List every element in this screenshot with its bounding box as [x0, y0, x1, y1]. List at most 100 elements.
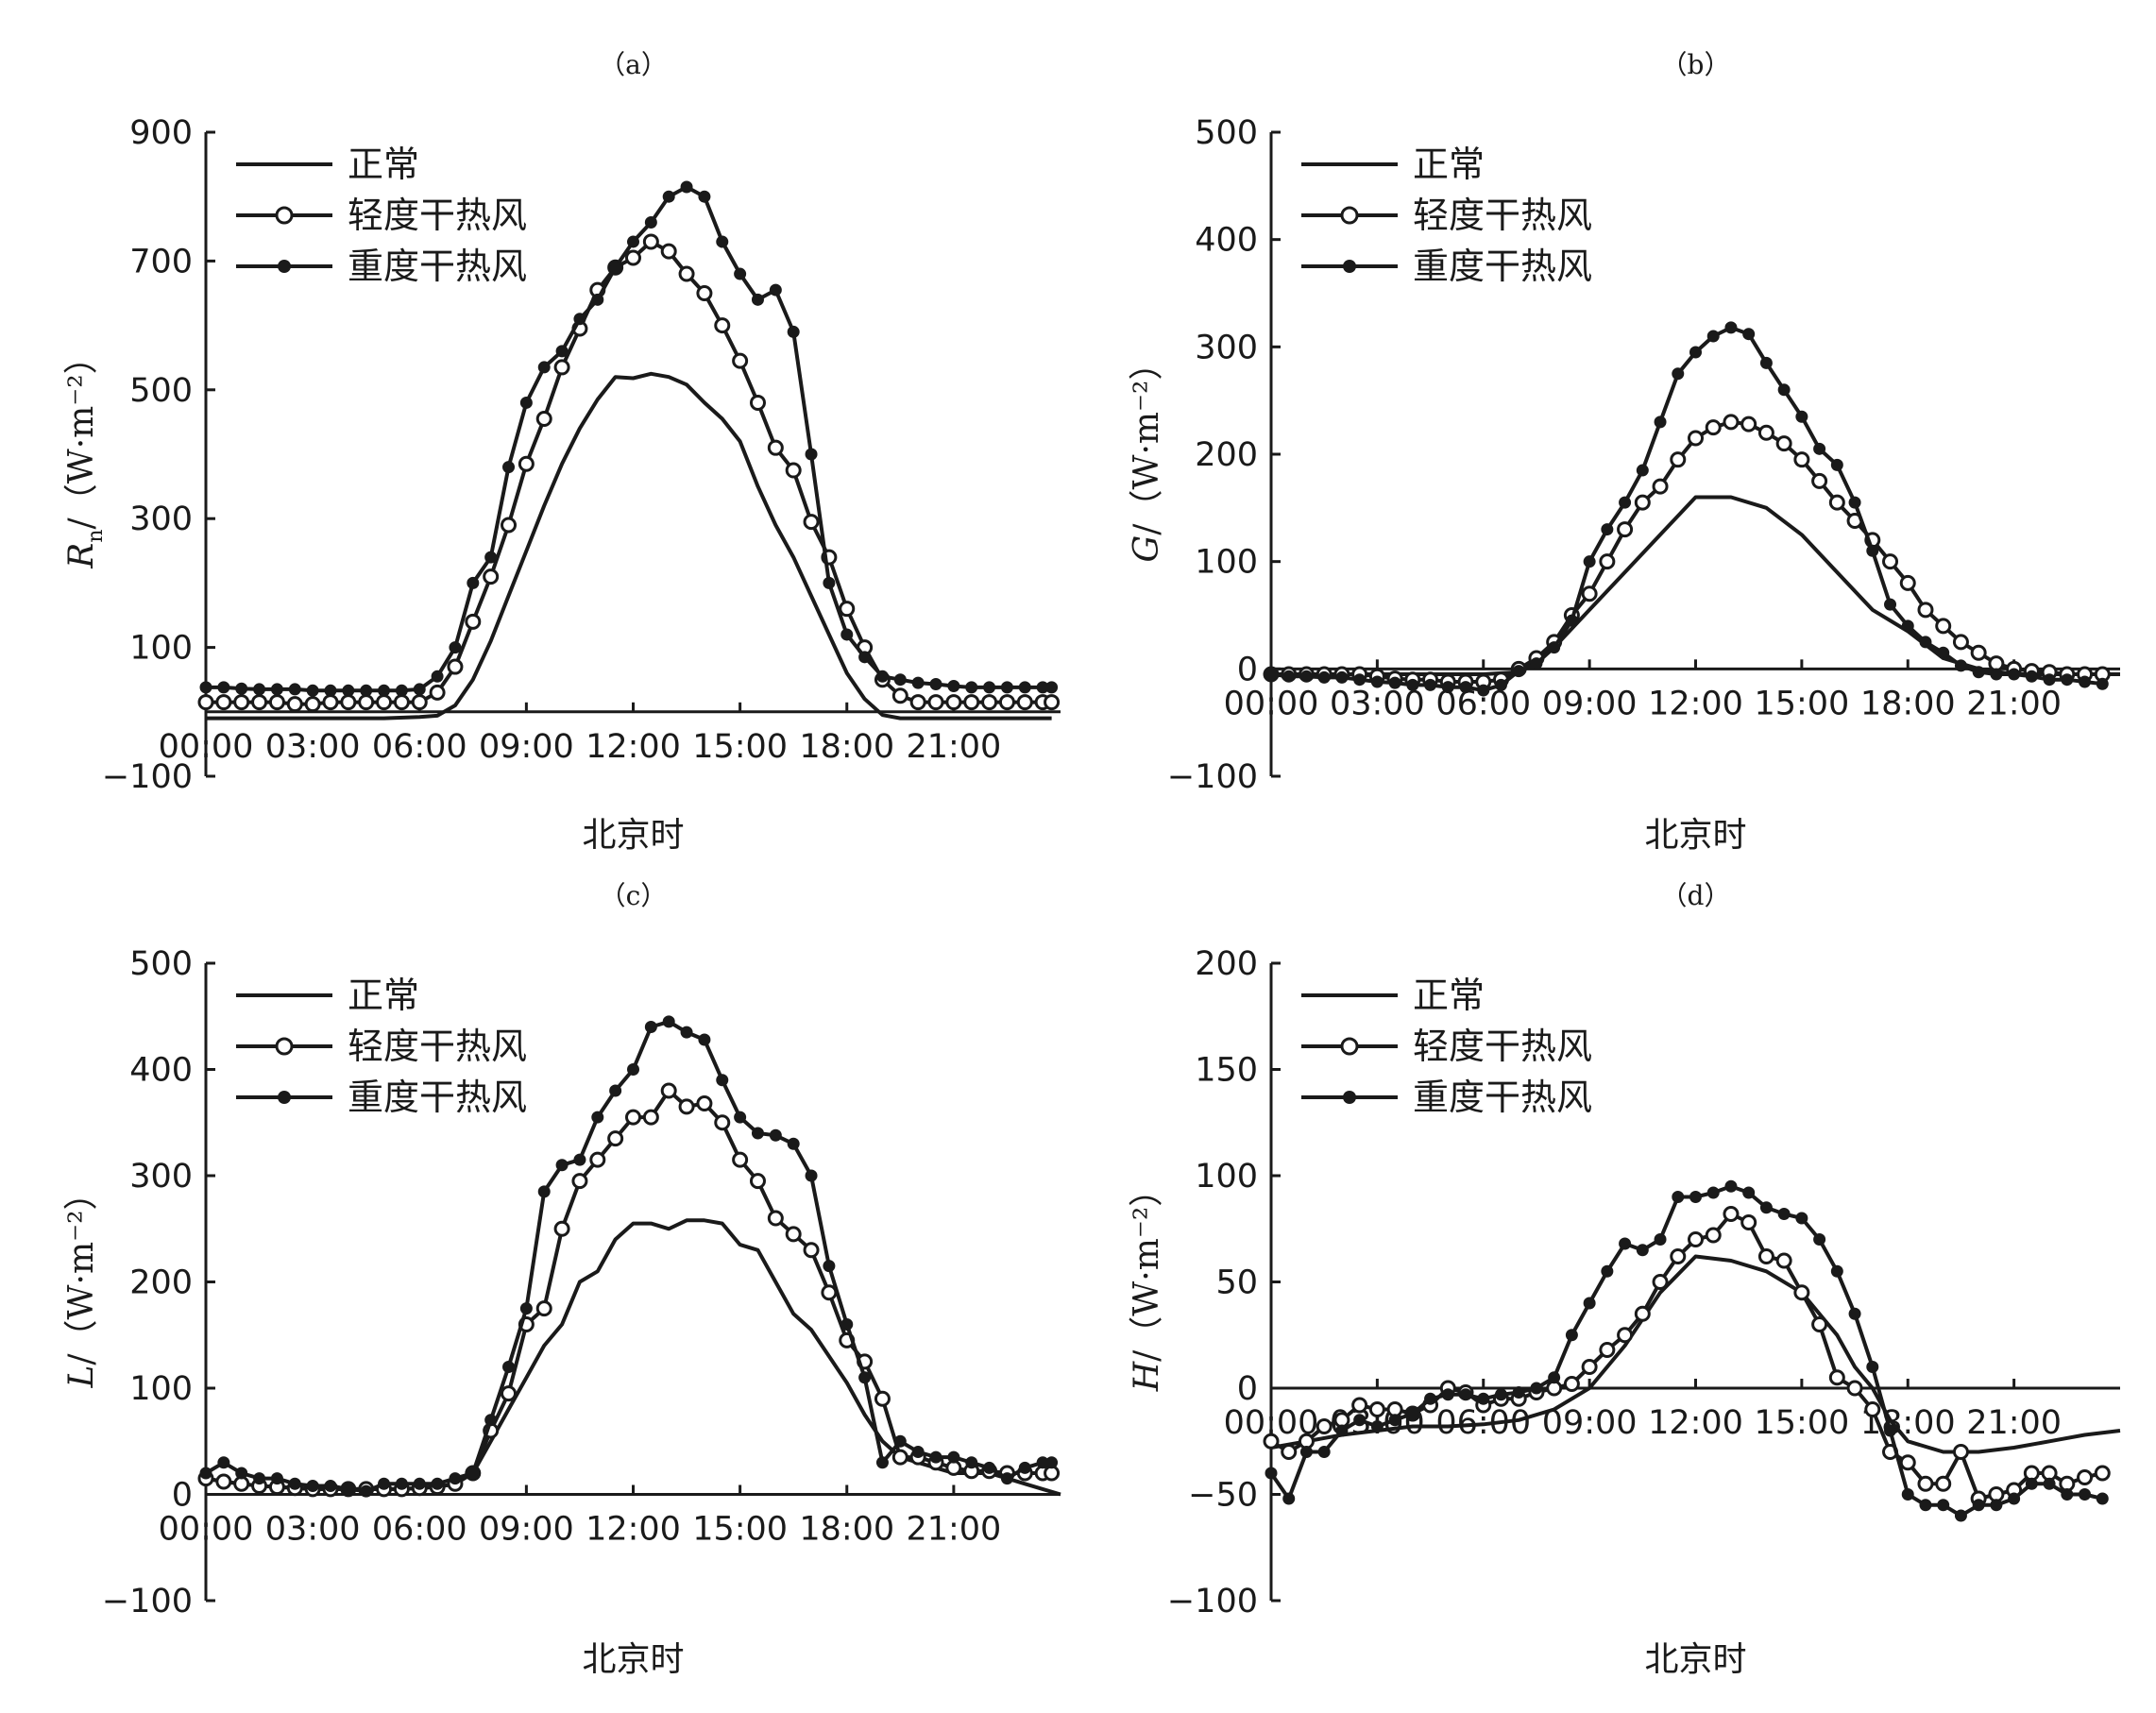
- marker-open: [1757, 424, 1774, 441]
- marker-filled: [662, 1015, 675, 1028]
- marker-open: [535, 1300, 552, 1317]
- marker-filled: [342, 684, 355, 697]
- marker-filled: [253, 683, 266, 696]
- marker-filled: [1477, 684, 1490, 697]
- x-tick-label: 15:00: [692, 1511, 788, 1549]
- marker-filled: [1884, 1424, 1897, 1437]
- marker-filled: [1459, 681, 1472, 694]
- y-tick-label: 150: [1195, 1052, 1258, 1090]
- x-tick-label: 03:00: [265, 728, 361, 766]
- y-axis-title: G/（W·m⁻²）: [1128, 347, 1166, 563]
- y-tick-label: 500: [1195, 114, 1258, 152]
- marker-filled: [983, 681, 996, 694]
- marker-open: [909, 694, 926, 711]
- marker-open: [1670, 1248, 1687, 1264]
- marker-filled: [1583, 555, 1596, 568]
- marker-open: [1811, 1316, 1828, 1332]
- marker-filled: [591, 1111, 604, 1124]
- y-tick-label: 0: [1237, 651, 1258, 688]
- y-axis-var: G: [1128, 535, 1166, 563]
- marker-open: [1634, 1305, 1651, 1322]
- panel-label: （c）: [600, 880, 668, 911]
- y-tick-label: −100: [102, 1583, 193, 1620]
- marker-filled: [858, 1371, 872, 1384]
- marker-filled: [2043, 673, 2056, 687]
- y-axis-title: L/（W·m⁻²）: [62, 1176, 101, 1388]
- marker-filled: [1335, 1424, 1349, 1437]
- marker-open: [625, 1109, 641, 1126]
- marker-open: [1864, 1401, 1881, 1417]
- marker-filled: [1494, 1388, 1507, 1401]
- marker-filled: [805, 448, 818, 461]
- marker-open: [767, 439, 784, 456]
- marker-open: [660, 1082, 677, 1099]
- marker-filled: [1759, 356, 1773, 369]
- legend-marker-open: [1340, 206, 1359, 225]
- x-tick-label: 06:00: [372, 1511, 467, 1549]
- marker-open: [501, 1385, 518, 1402]
- marker-filled: [1370, 1420, 1384, 1433]
- marker-filled: [1494, 678, 1507, 691]
- marker-open: [714, 317, 731, 334]
- y-tick-label: 100: [1195, 1158, 1258, 1196]
- marker-open: [803, 1242, 820, 1259]
- marker-filled: [751, 1127, 764, 1140]
- marker-filled: [1282, 670, 1296, 683]
- marker-filled: [431, 670, 444, 683]
- marker-filled: [769, 283, 782, 297]
- marker-open: [1652, 1274, 1669, 1290]
- marker-open: [589, 1151, 606, 1168]
- marker-filled: [1370, 675, 1384, 688]
- marker-filled: [929, 1450, 942, 1464]
- marker-open: [358, 694, 375, 711]
- marker-open: [874, 1390, 891, 1407]
- marker-filled: [1990, 668, 2003, 681]
- y-tick-label: 300: [1195, 329, 1258, 366]
- marker-filled: [555, 1159, 569, 1172]
- x-tick-label: 12:00: [1648, 1404, 1743, 1442]
- legend-marker-filled: [278, 1091, 291, 1104]
- marker-filled: [1954, 659, 1967, 672]
- series-line-1: [206, 371, 1052, 721]
- marker-filled: [1045, 681, 1059, 694]
- marker-filled: [1018, 681, 1031, 694]
- y-tick-label: 200: [1195, 436, 1258, 474]
- x-tick-label: 09:00: [1542, 685, 1638, 722]
- marker-filled: [2008, 668, 2021, 681]
- y-tick-label: −100: [1167, 1583, 1258, 1620]
- x-tick-label: 21:00: [1966, 1404, 2062, 1442]
- marker-filled: [1000, 681, 1013, 694]
- marker-filled: [1388, 676, 1401, 689]
- legend-label-1: 正常: [1413, 144, 1485, 185]
- marker-filled: [1045, 1456, 1059, 1469]
- marker-open: [927, 694, 944, 711]
- x-tick-label: 18:00: [799, 1511, 894, 1549]
- marker-open: [998, 694, 1015, 711]
- marker-filled: [395, 684, 408, 697]
- marker-open: [785, 462, 802, 479]
- marker-open: [1793, 1284, 1810, 1301]
- series-line-2: [1269, 1212, 2103, 1501]
- marker-open: [1740, 1214, 1757, 1230]
- marker-open: [1581, 1359, 1598, 1375]
- marker-open: [1935, 618, 1952, 635]
- marker-filled: [413, 683, 426, 696]
- marker-open: [1935, 1475, 1952, 1492]
- marker-filled: [1601, 523, 1614, 536]
- marker-filled: [484, 551, 498, 564]
- marker-open: [803, 514, 820, 531]
- y-axis-unit: /（W·m⁻²）: [62, 1176, 101, 1365]
- marker-filled: [1265, 668, 1278, 681]
- marker-filled: [431, 1477, 444, 1490]
- marker-filled: [680, 180, 693, 194]
- y-axis-var: H: [1128, 1361, 1166, 1392]
- marker-filled: [2061, 1488, 2074, 1501]
- marker-filled: [609, 1084, 622, 1097]
- marker-open: [1705, 1227, 1722, 1244]
- marker-filled: [270, 1472, 283, 1485]
- legend-marker-filled: [1343, 1091, 1356, 1104]
- marker-filled: [537, 361, 551, 374]
- marker-open: [447, 658, 464, 675]
- marker-open: [2077, 1469, 2094, 1485]
